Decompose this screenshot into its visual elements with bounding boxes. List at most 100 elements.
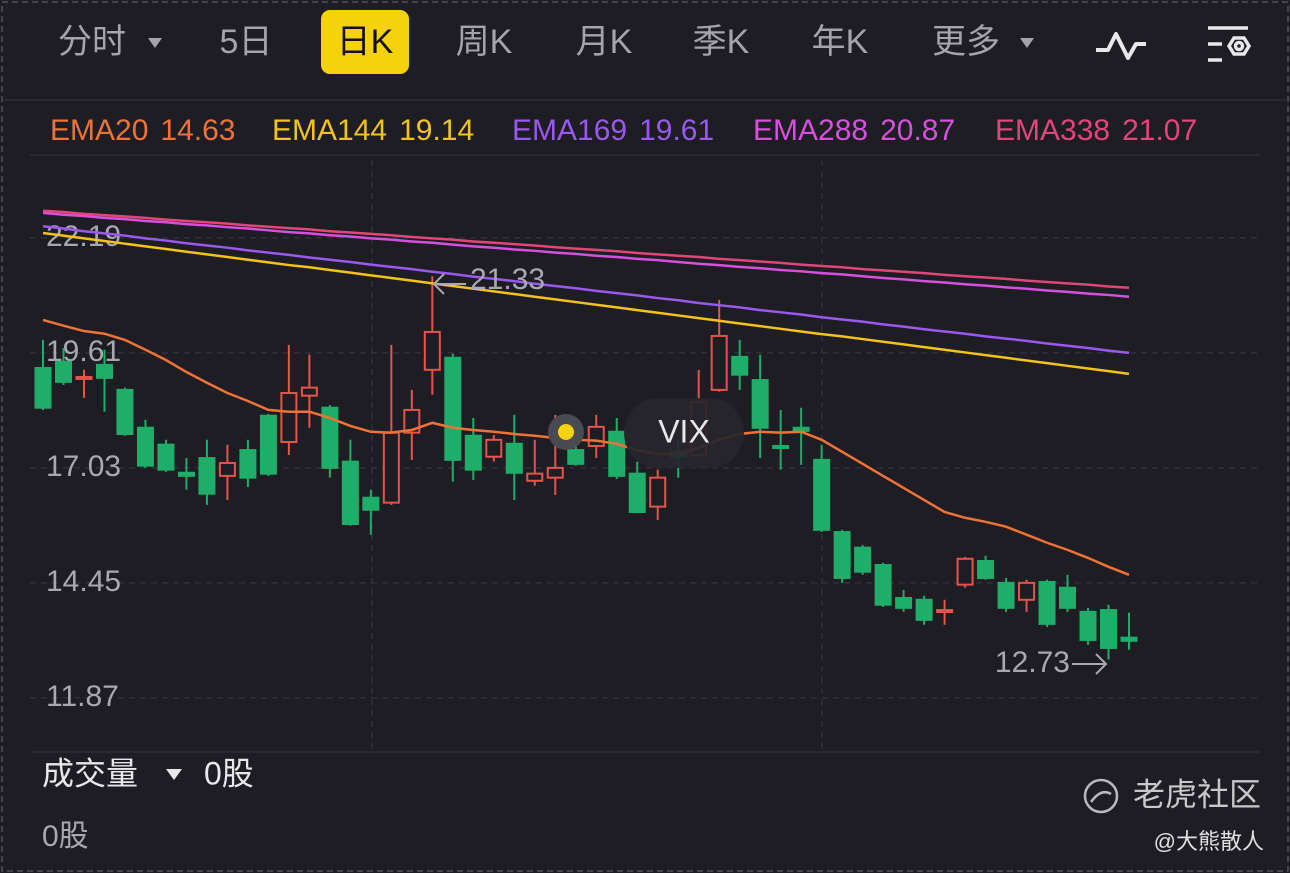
candle-body <box>34 367 52 409</box>
candle-body <box>362 496 380 511</box>
candle-body <box>526 472 544 482</box>
candle-body <box>956 557 974 586</box>
candle-body <box>321 406 339 469</box>
legend-item: EMA20 14.63 <box>50 114 235 147</box>
candle-body <box>1038 580 1056 625</box>
volume-value: 0股 <box>204 755 254 791</box>
tab[interactable]: 更多 <box>932 23 1000 61</box>
candle-body <box>608 430 626 477</box>
candle-body <box>813 458 831 531</box>
candle-body <box>710 334 728 391</box>
candle-body <box>1120 636 1138 642</box>
brand-logo <box>1083 778 1119 814</box>
candle-body <box>300 386 318 397</box>
y-tick-label: 14.45 <box>46 565 121 598</box>
candle-body <box>895 597 913 609</box>
indicator-icon[interactable] <box>1096 32 1146 60</box>
candle-body <box>54 360 72 383</box>
brand: 老虎社区 <box>1133 776 1261 812</box>
candle-body <box>833 531 851 579</box>
candle-body <box>259 414 277 475</box>
candle-body <box>341 460 359 526</box>
legend-value: 19.61 <box>639 114 714 147</box>
ema-line <box>42 225 1130 355</box>
active-tab-bg <box>321 10 409 74</box>
legend-item: EMA288 20.87 <box>753 114 955 147</box>
overlay: VIX 21.33 12.73 <box>432 263 1108 679</box>
ema-line <box>42 209 1130 290</box>
candle-body <box>649 476 667 508</box>
candle-body <box>280 391 298 444</box>
legend-item: EMA338 21.07 <box>995 114 1197 147</box>
candle-body <box>75 375 93 380</box>
candle-body <box>915 598 933 621</box>
candle-body <box>116 388 134 435</box>
candle-body <box>772 445 790 450</box>
candle-body <box>423 330 441 371</box>
candle-body <box>874 564 892 606</box>
candle-body <box>936 609 954 614</box>
candle-body <box>505 442 523 474</box>
legend-name: EMA338 <box>995 114 1110 147</box>
tab[interactable]: 周K <box>456 23 513 61</box>
symbol-badge <box>624 398 744 468</box>
candle-body <box>198 457 216 495</box>
high-annotation: 21.33 <box>470 263 545 296</box>
candle-body <box>731 355 749 376</box>
candle-body <box>485 438 503 458</box>
candle-body <box>997 581 1015 609</box>
candle-body <box>444 356 462 461</box>
candle-body <box>239 449 257 479</box>
ema-line <box>42 318 1130 577</box>
legend-item: EMA144 19.14 <box>272 114 474 147</box>
candle-body <box>382 431 400 504</box>
ema-line <box>42 211 1130 298</box>
volume-axis-label: 0股 <box>42 820 89 853</box>
candle-body <box>567 449 585 465</box>
candle-body <box>854 546 872 573</box>
cursor-dot <box>558 424 574 440</box>
tab[interactable]: 年K <box>812 23 869 61</box>
y-tick-label: 11.87 <box>46 680 119 713</box>
tab[interactable]: 分时 <box>58 23 126 61</box>
candle-body <box>157 443 175 471</box>
candle-body <box>1079 610 1097 641</box>
tab[interactable]: 日K <box>337 23 394 61</box>
legend-value: 20.87 <box>880 114 955 147</box>
settings-icon[interactable] <box>1208 26 1252 62</box>
candle-body <box>546 466 564 479</box>
candle-body <box>403 408 421 434</box>
volume-label[interactable]: 成交量 <box>42 755 138 791</box>
candle-body <box>95 363 113 379</box>
low-annotation: 12.73 <box>995 646 1070 679</box>
candle-body <box>628 472 646 513</box>
candle-body <box>464 434 482 471</box>
ema-line <box>42 231 1130 376</box>
candle-body <box>977 560 995 579</box>
candle-body <box>136 426 154 467</box>
legend-value: 21.07 <box>1122 114 1197 147</box>
y-tick-label: 22.19 <box>46 220 121 253</box>
author: @大熊散人 <box>1154 829 1264 854</box>
dropdown-arrow <box>1020 38 1034 48</box>
legend-name: EMA20 <box>50 114 148 147</box>
symbol: VIX <box>658 413 710 449</box>
legend-value: 19.14 <box>399 114 474 147</box>
legend-name: EMA288 <box>753 114 868 147</box>
candle-body <box>1018 581 1036 601</box>
tab[interactable]: 月K <box>576 23 633 61</box>
candle-body <box>1100 609 1118 649</box>
tab[interactable]: 季K <box>693 23 750 61</box>
dropdown-arrow <box>166 769 182 780</box>
candle-body <box>1059 586 1077 609</box>
legend-value: 14.63 <box>160 114 235 147</box>
legend-name: EMA144 <box>272 114 387 147</box>
arrow <box>1072 653 1108 675</box>
tab[interactable]: 5日 <box>220 23 273 61</box>
candle-body <box>587 425 605 448</box>
candle-body <box>218 461 236 477</box>
arrow <box>432 273 466 295</box>
